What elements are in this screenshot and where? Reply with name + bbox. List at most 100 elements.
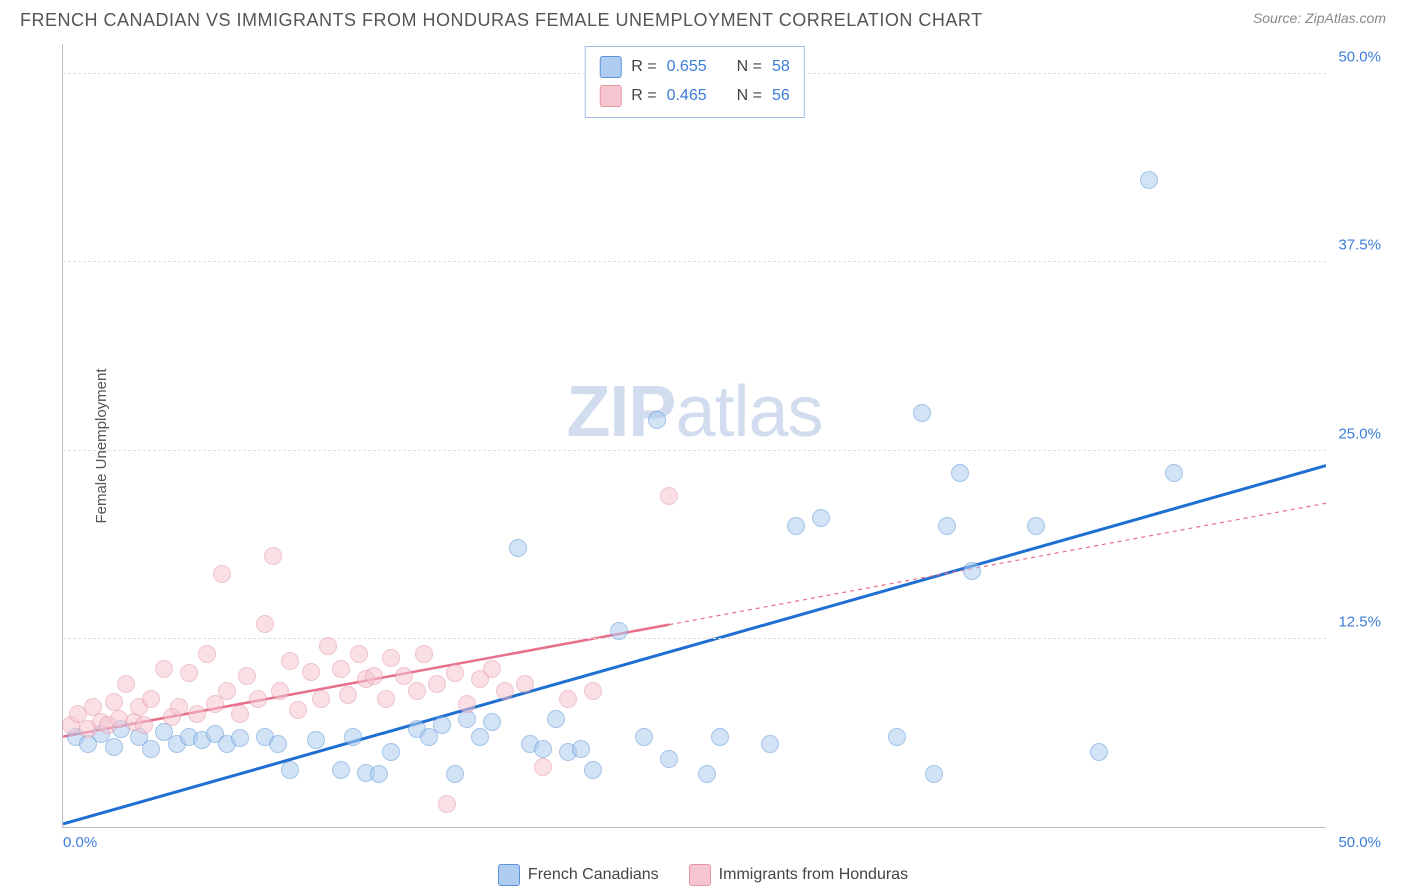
data-point	[509, 539, 527, 557]
data-point	[289, 701, 307, 719]
x-tick-label: 0.0%	[63, 834, 97, 851]
data-point	[1090, 743, 1108, 761]
data-point	[332, 660, 350, 678]
data-point	[307, 731, 325, 749]
data-point	[188, 705, 206, 723]
data-point	[105, 738, 123, 756]
data-point	[350, 645, 368, 663]
data-point	[446, 664, 464, 682]
watermark-light: atlas	[675, 372, 822, 452]
data-point	[516, 675, 534, 693]
data-point	[319, 637, 337, 655]
data-point	[198, 645, 216, 663]
data-point	[281, 652, 299, 670]
data-point	[938, 517, 956, 535]
data-point	[812, 509, 830, 527]
data-point	[963, 562, 981, 580]
data-point	[635, 728, 653, 746]
legend-r-value: 0.655	[667, 53, 707, 82]
data-point	[559, 690, 577, 708]
data-point	[302, 663, 320, 681]
watermark: ZIPatlas	[566, 371, 822, 453]
data-point	[142, 690, 160, 708]
trend-lines	[63, 44, 1326, 827]
y-tick-label: 50.0%	[1338, 49, 1381, 66]
y-tick-label: 37.5%	[1338, 237, 1381, 254]
data-point	[496, 682, 514, 700]
data-point	[433, 716, 451, 734]
data-point	[428, 675, 446, 693]
data-point	[117, 675, 135, 693]
data-point	[951, 464, 969, 482]
data-point	[377, 690, 395, 708]
data-point	[264, 547, 282, 565]
data-point	[344, 728, 362, 746]
data-point	[1165, 464, 1183, 482]
data-point	[1027, 517, 1045, 535]
legend-r-label: R =	[631, 82, 656, 111]
data-point	[483, 660, 501, 678]
data-point	[180, 664, 198, 682]
data-point	[312, 690, 330, 708]
data-point	[231, 729, 249, 747]
data-point	[547, 710, 565, 728]
data-point	[1140, 171, 1158, 189]
data-point	[660, 750, 678, 768]
legend-n-value: 58	[772, 53, 790, 82]
series-legend: French Canadians Immigrants from Honduras	[0, 864, 1406, 886]
data-point	[913, 404, 931, 422]
data-point	[925, 765, 943, 783]
scatter-plot: ZIPatlas R =0.655N =58R =0.465N =56 12.5…	[62, 44, 1326, 828]
data-point	[382, 743, 400, 761]
legend-row: R =0.655N =58	[599, 53, 790, 82]
data-point	[534, 758, 552, 776]
data-point	[584, 761, 602, 779]
data-point	[238, 667, 256, 685]
data-point	[256, 615, 274, 633]
correlation-legend: R =0.655N =58R =0.465N =56	[584, 46, 805, 118]
data-point	[370, 765, 388, 783]
data-point	[269, 735, 287, 753]
data-point	[213, 565, 231, 583]
data-point	[339, 686, 357, 704]
data-point	[249, 690, 267, 708]
data-point	[332, 761, 350, 779]
data-point	[711, 728, 729, 746]
x-tick-label: 50.0%	[1338, 834, 1381, 851]
legend-swatch	[498, 864, 520, 886]
legend-item: French Canadians	[498, 864, 659, 886]
data-point	[382, 649, 400, 667]
gridline	[63, 450, 1326, 451]
data-point	[584, 682, 602, 700]
data-point	[415, 645, 433, 663]
data-point	[142, 740, 160, 758]
legend-n-label: N =	[737, 82, 762, 111]
source-label: Source: ZipAtlas.com	[1253, 10, 1386, 26]
legend-r-value: 0.465	[667, 82, 707, 111]
chart-area: Female Unemployment ZIPatlas R =0.655N =…	[32, 44, 1386, 848]
data-point	[408, 682, 426, 700]
legend-swatch	[689, 864, 711, 886]
data-point	[660, 487, 678, 505]
data-point	[458, 695, 476, 713]
gridline	[63, 638, 1326, 639]
data-point	[761, 735, 779, 753]
data-point	[271, 682, 289, 700]
data-point	[787, 517, 805, 535]
data-point	[698, 765, 716, 783]
data-point	[572, 740, 590, 758]
gridline	[63, 261, 1326, 262]
data-point	[483, 713, 501, 731]
y-tick-label: 12.5%	[1338, 613, 1381, 630]
legend-n-label: N =	[737, 53, 762, 82]
y-tick-label: 25.0%	[1338, 425, 1381, 442]
legend-item: Immigrants from Honduras	[689, 864, 908, 886]
data-point	[610, 622, 628, 640]
data-point	[534, 740, 552, 758]
data-point	[218, 682, 236, 700]
legend-swatch	[599, 85, 621, 107]
legend-swatch	[599, 56, 621, 78]
data-point	[395, 667, 413, 685]
legend-series-name: Immigrants from Honduras	[719, 866, 908, 884]
chart-title: FRENCH CANADIAN VS IMMIGRANTS FROM HONDU…	[20, 10, 983, 31]
